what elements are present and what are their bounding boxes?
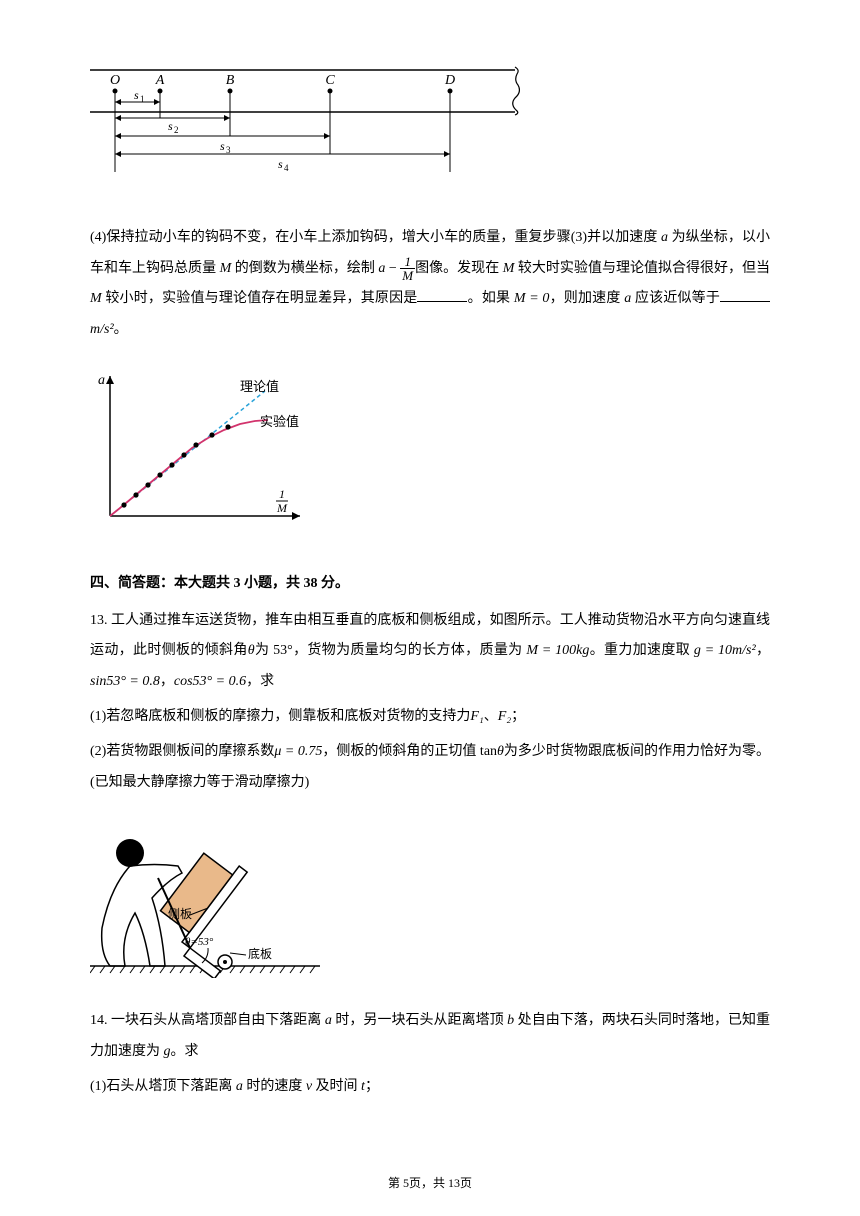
var-g: g [164, 1044, 171, 1059]
eq-M100: M = 100kg [526, 643, 589, 658]
question-13-sub2: (2)若货物跟侧板间的摩擦系数μ = 0.75，侧板的倾斜角的正切值 tanθ为… [90, 737, 770, 799]
q14-sub1-seg4: ； [365, 1079, 379, 1094]
legend-theory: 理论值 [240, 379, 279, 394]
q4-seg1: (4)保持拉动小车的钩码不变，在小车上添加钩码，增大小车的质量，重复步骤(3)并… [90, 230, 661, 245]
question-14-sub1: (1)石头从塔顶下落距离 a 时的速度 v 及时间 t； [90, 1072, 770, 1103]
tape-diagram: O A B C D s1 s2 s3 s4 [90, 60, 770, 203]
a-vs-invM-graph: a 理论值 实验值 1 M [90, 366, 770, 549]
var-M3: M [90, 291, 102, 306]
blank-reason [417, 288, 467, 302]
q13-sub2-seg2: ，侧板的倾斜角的正切值 tan [322, 744, 497, 759]
svg-text:s: s [168, 119, 173, 133]
svg-text:s: s [220, 139, 225, 153]
q14-sub1-seg1: (1)石头从塔顶下落距离 [90, 1079, 236, 1094]
var-a14: a [325, 1013, 332, 1028]
svg-text:侧板: 侧板 [168, 907, 192, 921]
frac-1-over-M: 1M [400, 255, 415, 282]
q14-sub1-seg3: 及时间 [312, 1079, 361, 1094]
var-theta2: θ [497, 744, 504, 759]
svg-text:D: D [444, 73, 455, 88]
var-theta: θ [248, 643, 255, 658]
q4-seg8: ，则加速度 [549, 291, 624, 306]
eq-cos: cos53° = 0.6 [174, 674, 246, 689]
frac-den: M [400, 269, 415, 282]
q13-seg6: ，求 [246, 674, 274, 689]
var-F1: F₁ [470, 709, 483, 724]
svg-text:2: 2 [174, 125, 179, 135]
q13-sub2-seg1: (2)若货物跟侧板间的摩擦系数 [90, 744, 274, 759]
svg-text:1: 1 [140, 94, 145, 104]
svg-text:a: a [98, 373, 105, 388]
cart-diagram: 侧板 底板 θ=53° [90, 818, 770, 991]
semi: ； [511, 709, 525, 724]
svg-text:B: B [226, 73, 235, 88]
expr-minus: − [385, 261, 400, 276]
unit-ms2: m/s² [90, 322, 114, 337]
q14-seg2: 时，另一块石头从距离塔顶 [332, 1013, 507, 1028]
var-F2: F₂ [498, 709, 511, 724]
svg-text:1: 1 [279, 487, 285, 501]
var-a14b: a [236, 1079, 243, 1094]
eq-sin: sin53° = 0.8 [90, 674, 160, 689]
q13-seg4: ， [756, 643, 770, 658]
svg-text:s: s [134, 88, 139, 102]
section-4-heading: 四、简答题：本大题共 3 小题，共 38 分。 [90, 569, 770, 600]
svg-text:M: M [276, 501, 288, 515]
q13-sub1-text: (1)若忽略底板和侧板的摩擦力，侧靠板和底板对货物的支持力 [90, 709, 470, 724]
q4-seg6: 较小时，实验值与理论值存在明显差异，其原因是 [102, 291, 418, 306]
eq-mu: μ = 0.75 [274, 744, 322, 759]
q14-seg4: 。求 [171, 1044, 199, 1059]
question-4-text: (4)保持拉动小车的钩码不变，在小车上添加钩码，增大小车的质量，重复步骤(3)并… [90, 223, 770, 346]
q14-sub1-seg2: 时的速度 [243, 1079, 306, 1094]
q4-seg3: 的倒数为横坐标，绘制 [231, 261, 378, 276]
question-13: 13. 工人通过推车运送货物，推车由相互垂直的底板和侧板组成，如图所示。工人推动… [90, 606, 770, 698]
var-M2: M [503, 261, 515, 276]
q4-seg10: 。 [114, 322, 128, 337]
var-a: a [661, 230, 668, 245]
q14-seg1: 14. 一块石头从高塔顶部自由下落距离 [90, 1013, 325, 1028]
q4-seg9: 应该近似等于 [631, 291, 720, 306]
q4-seg4: 图像。发现在 [415, 261, 503, 276]
q4-seg7: 。如果 [467, 291, 513, 306]
q4-seg5: 较大时实验值与理论值拟合得很好，但当 [514, 261, 770, 276]
q13-seg5: ， [160, 674, 174, 689]
eq-g: g = 10m/s² [694, 643, 756, 658]
svg-text:C: C [325, 73, 335, 88]
q13-seg2: 为 53°，货物为质量均匀的长方体，质量为 [255, 643, 527, 658]
frac-num: 1 [400, 255, 415, 269]
svg-text:A: A [155, 73, 165, 88]
legend-exp: 实验值 [260, 414, 299, 429]
svg-text:底板: 底板 [248, 946, 272, 961]
question-14: 14. 一块石头从高塔顶部自由下落距离 a 时，另一块石头从距离塔顶 b 处自由… [90, 1006, 770, 1068]
sep: 、 [484, 709, 498, 724]
page-footer: 第 5页，共 13页 [0, 1170, 860, 1196]
svg-text:s: s [278, 157, 283, 171]
svg-text:O: O [110, 73, 120, 88]
blank-value [720, 288, 770, 302]
q13-seg3: 。重力加速度取 [589, 643, 694, 658]
question-13-sub1: (1)若忽略底板和侧板的摩擦力，侧靠板和底板对货物的支持力F₁、F₂； [90, 702, 770, 733]
svg-text:4: 4 [284, 163, 289, 173]
eq-M0: M = 0 [514, 291, 549, 306]
var-M: M [220, 261, 232, 276]
svg-text:θ=53°: θ=53° [185, 936, 214, 948]
